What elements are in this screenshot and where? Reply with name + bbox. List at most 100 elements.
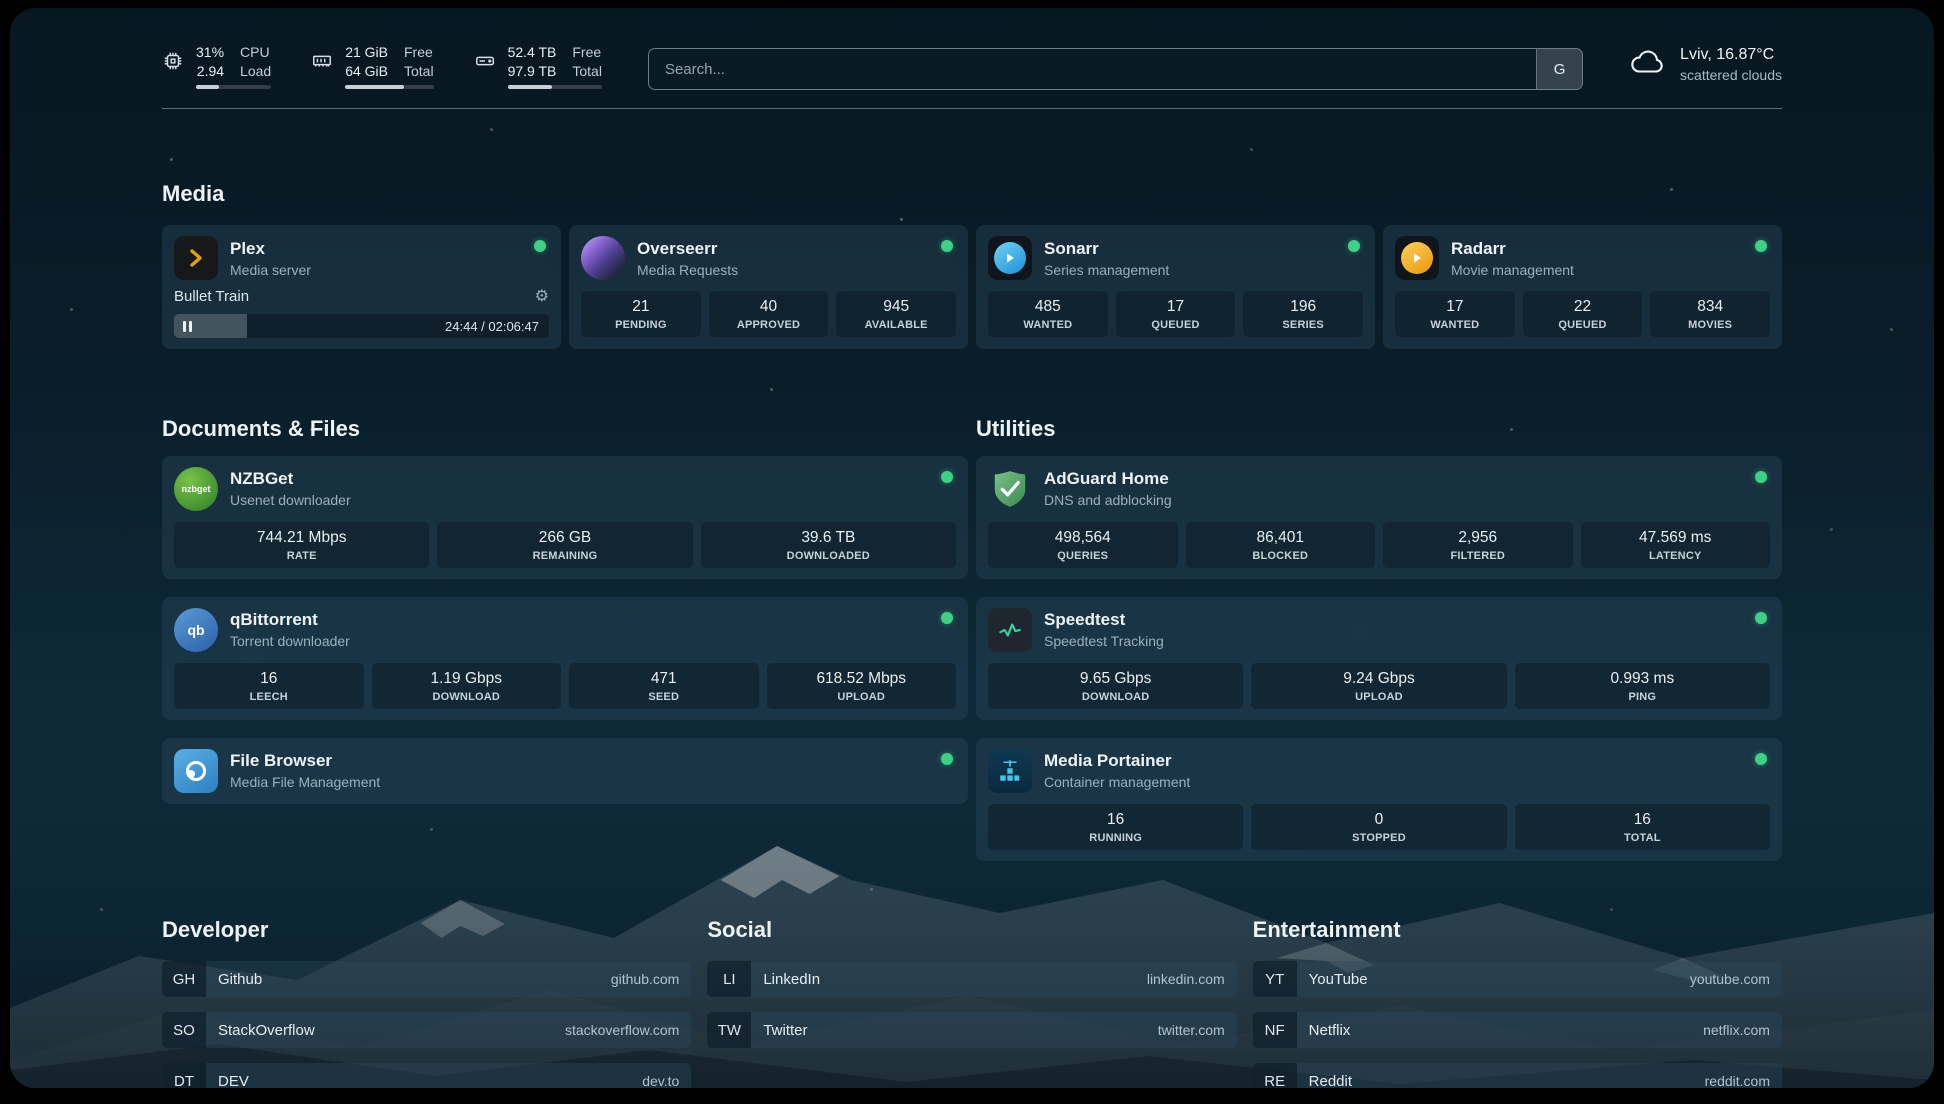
service-name: qBittorrent (230, 610, 318, 629)
playback-progress-bar[interactable]: 24:44 / 02:06:47 (174, 314, 549, 339)
stat-value: 40 (759, 298, 778, 316)
bookmark-url: linkedin.com (1146, 971, 1225, 987)
service-name: Overseerr (637, 238, 718, 258)
stat-label: LATENCY (1648, 549, 1702, 562)
stat-approved: 40 APPROVED (708, 291, 829, 338)
stat-value: 0.993 ms (1610, 669, 1675, 687)
qbittorrent-icon: qb (174, 607, 218, 652)
cpu-usage-bar (196, 85, 272, 89)
speedtest-icon (988, 607, 1032, 652)
disk-total-label: Total (572, 63, 602, 79)
bookmark-stackoverflow[interactable]: SO StackOverflow stackoverflow.com (162, 1012, 692, 1048)
bookmark-netflix[interactable]: NF Netflix netflix.com (1252, 1012, 1782, 1048)
section-title-developer: Developer (162, 916, 269, 942)
pause-icon[interactable] (183, 320, 192, 332)
stat-label: DOWNLOADED (786, 549, 870, 562)
service-card-overseerr[interactable]: Overseerr Media Requests 21 PENDING 40 A… (569, 225, 968, 350)
stat-value: 0 (1374, 810, 1384, 828)
search-input[interactable] (648, 60, 1537, 78)
bookmark-url: stackoverflow.com (564, 1022, 680, 1038)
search-bar: G (647, 48, 1584, 90)
stat-series: 196 SERIES (1243, 291, 1364, 338)
stat-value: 16 (260, 669, 278, 687)
bookmark-name: DEV (218, 1072, 249, 1089)
bookmark-name: StackOverflow (218, 1021, 315, 1039)
service-description: DNS and adblocking (1044, 492, 1172, 508)
service-name: Speedtest (1044, 610, 1126, 629)
status-dot (941, 611, 953, 624)
stat-label: UPLOAD (1355, 690, 1403, 703)
stat-value: 16 (1633, 810, 1651, 828)
stat-value: 17 (1166, 298, 1185, 316)
bookmark-url: youtube.com (1689, 971, 1770, 987)
stat-value: 1.19 Gbps (430, 669, 503, 687)
stat-value: 266 GB (538, 528, 592, 546)
stat-queries: 498,564 QUERIES (988, 521, 1178, 568)
bookmark-github[interactable]: GH Github github.com (162, 961, 692, 997)
bookmark-url: reddit.com (1704, 1073, 1770, 1088)
stat-upload: 9.24 Gbps UPLOAD (1251, 662, 1507, 709)
stat-label: FILTERED (1450, 549, 1506, 562)
stat-running: 16 RUNNING (988, 803, 1244, 850)
stat-remaining: 266 GB REMAINING (437, 521, 693, 568)
bookmark-reddit[interactable]: RE Reddit reddit.com (1252, 1063, 1782, 1088)
stat-label: WANTED (1023, 319, 1073, 332)
service-card-plex[interactable]: Plex Media server Bullet Train ⚙ (162, 225, 561, 350)
service-card-portainer[interactable]: Media Portainer Container management 16 … (976, 737, 1782, 861)
stat-queued: 17 QUEUED (1115, 291, 1236, 338)
memory-icon (311, 50, 333, 77)
stat-value: 618.52 Mbps (816, 669, 907, 687)
bookmark-twitter[interactable]: TW Twitter twitter.com (707, 1012, 1237, 1048)
service-card-sonarr[interactable]: Sonarr Series management 485 WANTED 17 Q… (976, 225, 1375, 350)
stat-value: 744.21 Mbps (256, 528, 347, 546)
stat-label: DOWNLOAD (432, 690, 501, 703)
service-card-filebrowser[interactable]: File Browser Media File Management (162, 737, 968, 804)
cpu-load-value: 2.94 (196, 63, 225, 79)
memory-usage-bar (345, 85, 434, 89)
stat-value: 485 (1034, 298, 1061, 316)
stat-label: SEED (648, 690, 680, 703)
service-description: Media server (230, 261, 311, 278)
bookmark-url: dev.to (642, 1073, 680, 1088)
cpu-widget: 31% 2.94 CPU Load (162, 44, 272, 89)
service-name: Sonarr (1044, 238, 1099, 258)
service-card-nzbget[interactable]: nzbget NZBGet Usenet downloader 744.21 M… (162, 455, 968, 579)
now-playing-title: Bullet Train (174, 288, 250, 306)
service-card-qbittorrent[interactable]: qb qBittorrent Torrent downloader 16 (162, 596, 968, 720)
stat-value: 2,956 (1458, 528, 1498, 546)
memory-total-label: Total (404, 63, 434, 79)
status-dot (941, 240, 953, 253)
cpu-usage-label: CPU (240, 44, 270, 60)
bookmark-name: Netflix (1308, 1021, 1351, 1039)
weather-widget: Lviv, 16.87°C scattered clouds (1629, 46, 1782, 83)
disk-widget: 52.4 TB 97.9 TB Free Total (474, 44, 602, 89)
gear-icon[interactable]: ⚙ (534, 287, 549, 305)
nzbget-icon-text: nzbget (181, 483, 211, 494)
service-card-adguard[interactable]: AdGuard Home DNS and adblocking 498,564 … (976, 455, 1782, 579)
sonarr-icon (988, 236, 1032, 281)
service-card-speedtest[interactable]: Speedtest Speedtest Tracking 9.65 Gbps D… (976, 596, 1782, 720)
stat-value: 196 (1290, 298, 1317, 316)
qbittorrent-icon-text: qb (187, 621, 205, 638)
bookmark-name: Github (218, 970, 263, 988)
service-description: Media File Management (230, 774, 381, 790)
service-card-radarr[interactable]: Radarr Movie management 17 WANTED 22 QUE… (1383, 225, 1782, 350)
bookmark-dev[interactable]: DT DEV dev.to (162, 1063, 692, 1089)
weather-location-temp: Lviv, 16.87°C (1680, 46, 1775, 63)
stat-label: MOVIES (1688, 319, 1733, 332)
stat-pending: 21 PENDING (581, 291, 701, 338)
service-name: Media Portainer (1044, 751, 1172, 770)
stat-value: 16 (1107, 810, 1125, 828)
stat-label: REMAINING (532, 549, 598, 562)
stat-value: 9.65 Gbps (1079, 669, 1152, 687)
stat-queued: 22 QUEUED (1522, 291, 1643, 338)
status-dot (941, 752, 953, 765)
stat-label: BLOCKED (1252, 549, 1309, 562)
stat-value: 17 (1446, 298, 1464, 316)
bookmark-linkedin[interactable]: LI LinkedIn linkedin.com (707, 961, 1237, 997)
stat-label: APPROVED (736, 319, 801, 332)
search-provider-button[interactable]: G (1536, 49, 1583, 89)
stat-rate: 744.21 Mbps RATE (174, 521, 430, 568)
stat-value: 498,564 (1054, 528, 1111, 546)
bookmark-youtube[interactable]: YT YouTube youtube.com (1252, 961, 1782, 997)
